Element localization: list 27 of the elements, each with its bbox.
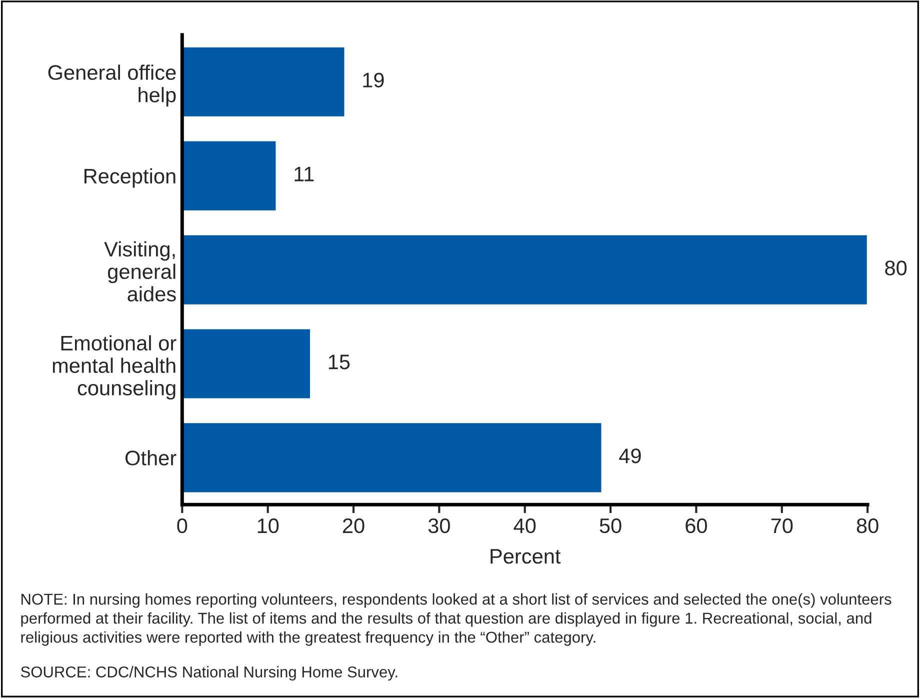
x-tick-label: 80 xyxy=(856,518,878,534)
bar xyxy=(182,140,278,212)
x-tick-label: 70 xyxy=(771,518,793,534)
x-tick-label: 50 xyxy=(600,518,622,534)
x-tick-label: 30 xyxy=(428,518,450,534)
data-label: 19 xyxy=(363,72,384,88)
y-tick-label: Visiting, general aides xyxy=(104,241,176,302)
x-tick-label: 20 xyxy=(342,518,364,534)
bar xyxy=(182,46,346,118)
source-note: SOURCE: CDC/NCHS National Nursing Home Survey. xyxy=(20,666,398,681)
x-tick-label: 60 xyxy=(686,518,707,534)
bar xyxy=(182,328,312,400)
x-tick-label: 0 xyxy=(177,518,188,534)
bar xyxy=(182,234,868,306)
data-label: 15 xyxy=(328,354,350,370)
y-tick-label: Reception xyxy=(84,168,176,188)
bar xyxy=(182,422,603,494)
data-label: 80 xyxy=(885,260,907,276)
x-axis-title: Percent xyxy=(490,549,561,564)
y-tick-label: General office help xyxy=(48,64,176,106)
x-tick-label: 40 xyxy=(514,518,536,534)
text: NOTE: In nursing homes reporting volunteers, respondents looked at a short list of services and selected the one(s) volunteers performed at their facility. The list of items and the results of that question are displayed in figure 1. Recreational, social, and religious activities were reported with the greatest frequency in the “Other” category. xyxy=(21,593,892,646)
y-tick-label: Emotional or mental health counseling xyxy=(52,335,176,400)
data-label: 49 xyxy=(619,448,641,464)
x-tick-label: 10 xyxy=(258,518,279,534)
y-tick-label: Other xyxy=(125,450,176,466)
data-label: 11 xyxy=(294,166,314,182)
